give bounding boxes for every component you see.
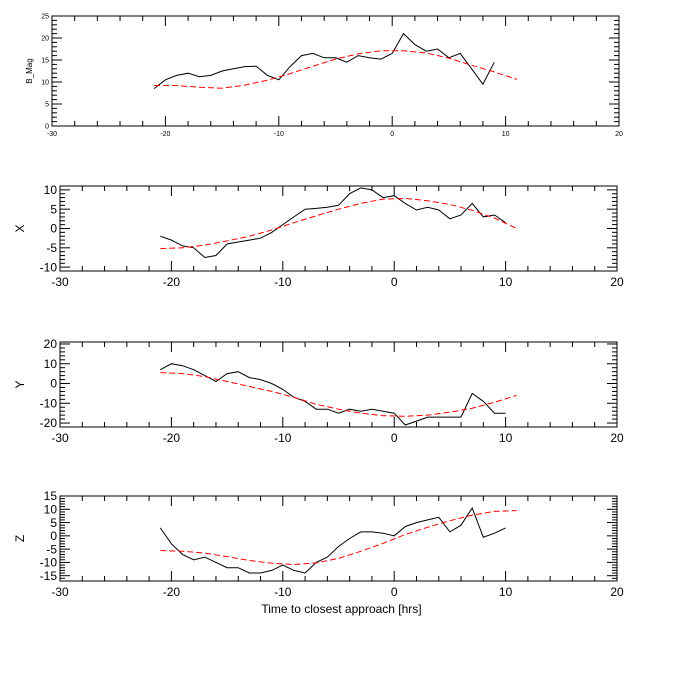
chart-panel-1: -30 -20 -10 0 10 20 0 5 10 15 20 25 B_Mag xyxy=(25,13,623,138)
y-tick-label: 10 xyxy=(44,502,58,516)
fit-series-line xyxy=(160,372,517,417)
y-tick-label: -5 xyxy=(46,542,57,556)
plot-frame xyxy=(51,15,620,127)
y-tick-label: 0 xyxy=(50,377,57,391)
y-tick-label: 10 xyxy=(44,183,58,197)
x-tick-label: -20 xyxy=(163,585,181,599)
x-tick-label: 10 xyxy=(499,585,513,599)
y-axis-label: X xyxy=(13,224,27,232)
x-tick-label: 0 xyxy=(390,131,394,138)
y-tick-label: 0 xyxy=(50,529,57,543)
y-tick-label: -10 xyxy=(40,396,58,410)
y-tick-label: 10 xyxy=(44,357,58,371)
x-tick-label: 20 xyxy=(610,275,624,289)
observed-series-line xyxy=(153,32,495,89)
x-tick-label: -20 xyxy=(163,275,181,289)
y-tick-label: -15 xyxy=(40,569,58,583)
x-tick-label: -10 xyxy=(274,431,292,445)
x-tick-label: 20 xyxy=(615,131,623,138)
y-tick-label: 5 xyxy=(50,202,57,216)
y-axis-label: Y xyxy=(13,380,27,388)
x-tick-label: -10 xyxy=(274,131,284,138)
observed-series-line xyxy=(159,506,506,574)
y-tick-label: 20 xyxy=(41,35,49,42)
x-tick-label: 0 xyxy=(391,431,398,445)
chart-panel-2: -30 -20 -10 0 10 20 -10 -5 0 5 10 X xyxy=(13,183,624,289)
y-axis-label: B_Mag xyxy=(25,58,34,83)
x-tick-label: 20 xyxy=(610,431,624,445)
x-tick-label: -30 xyxy=(47,131,57,138)
y-tick-label: 15 xyxy=(41,57,49,64)
x-tick-label: 0 xyxy=(391,275,398,289)
y-tick-label: 20 xyxy=(44,337,58,351)
observed-series-line xyxy=(160,363,506,426)
x-tick-label: 10 xyxy=(499,431,513,445)
y-tick-label: 0 xyxy=(50,222,57,236)
x-tick-label: -30 xyxy=(51,585,69,599)
x-tick-label: -10 xyxy=(274,585,292,599)
y-axis-label: Z xyxy=(13,535,27,542)
plot-frame xyxy=(59,341,618,428)
y-tick-label: -5 xyxy=(46,241,57,255)
x-tick-label: 10 xyxy=(502,131,510,138)
y-tick-label: 10 xyxy=(41,79,49,86)
x-tick-label: -30 xyxy=(51,275,69,289)
observed-series-line xyxy=(160,187,506,259)
y-tick-label: -10 xyxy=(40,556,58,570)
y-tick-label: 5 xyxy=(50,516,57,530)
y-tick-label: 0 xyxy=(45,123,49,130)
x-tick-label: 0 xyxy=(391,585,398,599)
x-tick-label: -30 xyxy=(51,431,69,445)
x-axis-label: Time to closest approach [hrs] xyxy=(261,602,421,616)
x-tick-label: -20 xyxy=(163,431,181,445)
y-tick-label: -10 xyxy=(40,260,58,274)
y-tick-label: 5 xyxy=(45,101,49,108)
fit-series-line xyxy=(160,510,517,566)
y-tick-label: 25 xyxy=(41,13,49,20)
x-tick-label: 20 xyxy=(610,585,624,599)
fit-series-line xyxy=(154,50,518,89)
y-tick-label: -20 xyxy=(40,416,58,430)
x-tick-label: 10 xyxy=(499,275,513,289)
y-tick-label: 15 xyxy=(44,489,58,503)
fit-series-line xyxy=(160,197,517,250)
x-tick-label: -20 xyxy=(160,131,170,138)
x-tick-label: -10 xyxy=(274,275,292,289)
